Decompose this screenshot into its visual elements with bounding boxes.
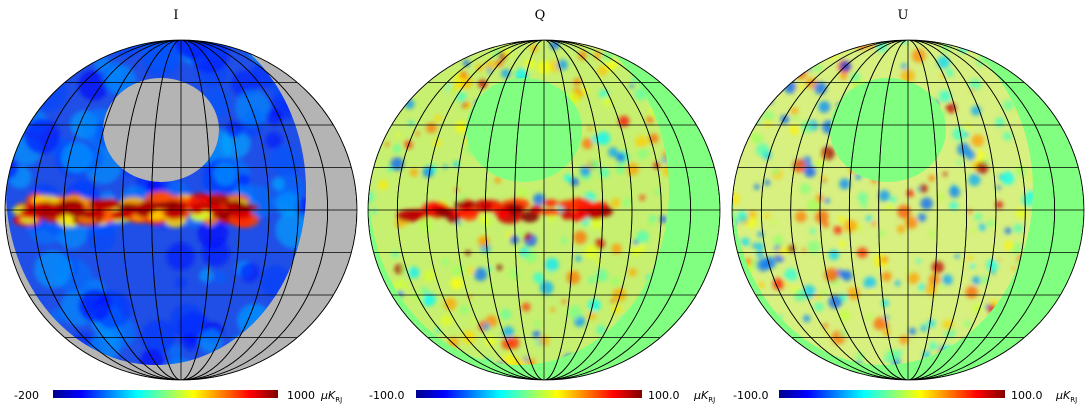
colorbar-max-u: 100.0 xyxy=(1011,389,1043,402)
panel-title-i: I xyxy=(173,8,178,23)
observed-region xyxy=(6,40,306,365)
map-i xyxy=(4,39,358,381)
colorbar-min-i: -200 xyxy=(14,389,39,402)
panel-q-polarization: Q -100.0 100.0 μKRJ xyxy=(367,8,721,404)
graticule xyxy=(732,40,1084,380)
colorbar-gradient-q xyxy=(416,390,642,398)
colorbar-min-q: -100.0 xyxy=(369,389,404,402)
colorbar-max-i: 1000 xyxy=(287,389,315,402)
panel-title-u: U xyxy=(898,8,909,23)
colorbar-q: -100.0 100.0 μKRJ xyxy=(369,389,715,404)
panel-intensity: I -200 1000 μKRJ xyxy=(4,8,358,404)
colorbar-max-q: 100.0 xyxy=(648,389,680,402)
map-q xyxy=(367,39,721,381)
colorbar-min-u: -100.0 xyxy=(733,389,768,402)
panel-title-q: Q xyxy=(535,8,546,23)
colorbar-unit-q: μKRJ xyxy=(693,389,715,404)
colorbar-i: -200 1000 μKRJ xyxy=(14,389,342,404)
colorbar-gradient-i xyxy=(53,390,278,398)
colorbar-unit-u: μKRJ xyxy=(1055,389,1077,404)
colorbar-gradient-u xyxy=(779,390,1005,398)
colorbar-unit-i: μKRJ xyxy=(320,389,342,404)
panel-u-polarization: U -100.0 100.0 μKRJ xyxy=(731,8,1085,404)
map-u xyxy=(731,39,1085,381)
colorbar-u: -100.0 100.0 μKRJ xyxy=(733,389,1077,404)
